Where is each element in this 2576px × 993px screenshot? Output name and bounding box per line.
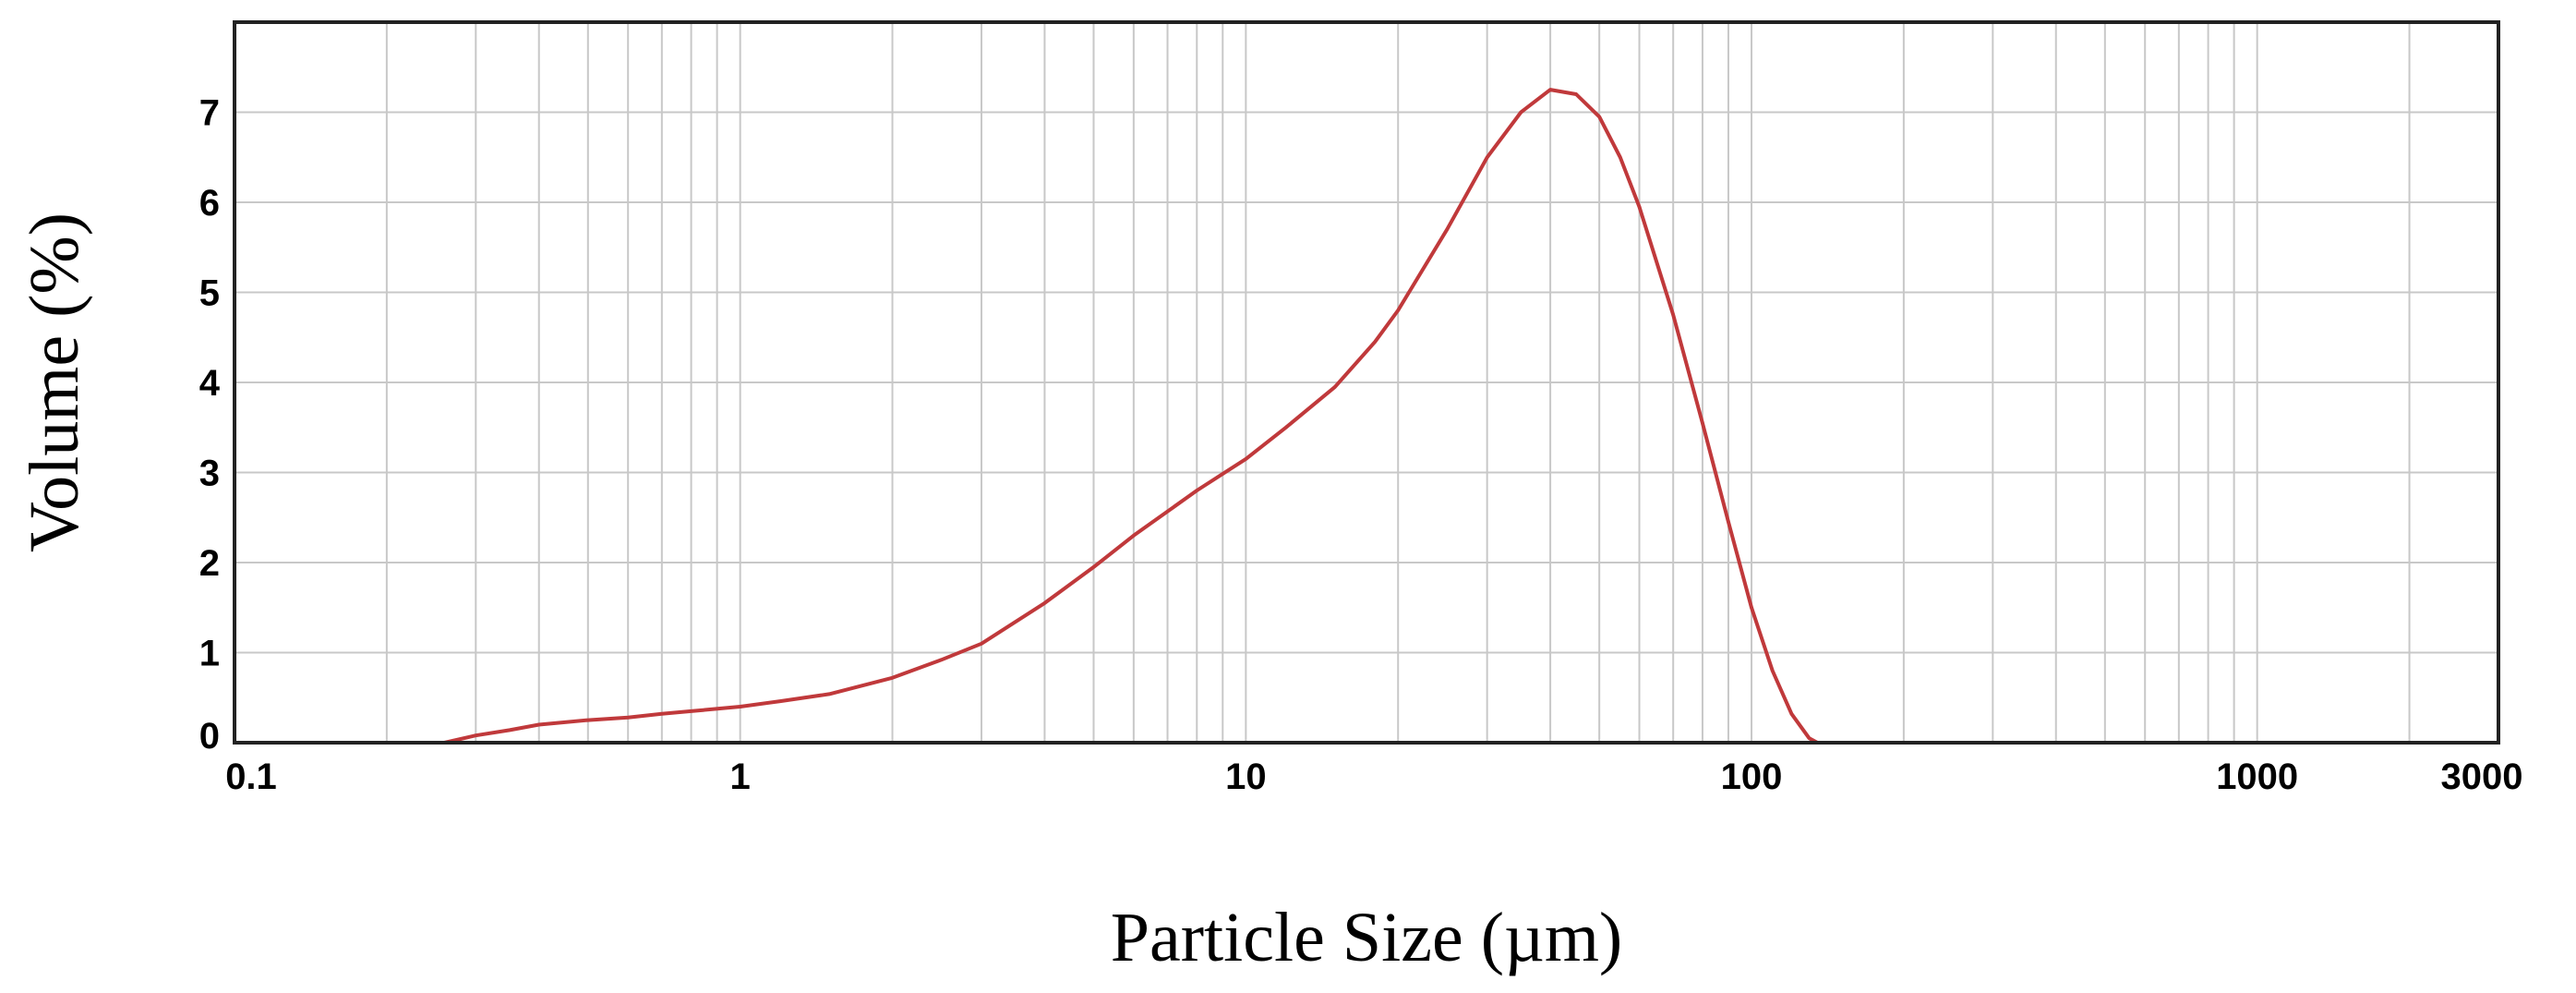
plot-frame — [233, 20, 2500, 745]
series-layer — [233, 88, 2412, 745]
y-tick-label: 4 — [199, 363, 221, 404]
grid — [235, 22, 2498, 743]
y-axis-ticks: 0 1 2 3 4 5 6 7 — [199, 93, 221, 757]
x-tick-label: 1000 — [2216, 757, 2298, 797]
x-axis-ticks: 0.1 1 10 100 1000 3000 — [225, 757, 2522, 797]
y-axis-title: Volume (%) — [16, 212, 93, 552]
y-tick-label: 0 — [199, 716, 220, 757]
y-tick-label: 5 — [199, 273, 220, 314]
x-axis-title: Particle Size (µm) — [1111, 899, 1623, 976]
x-tick-label: 3000 — [2441, 757, 2523, 797]
y-tick-label: 2 — [199, 543, 220, 584]
x-tick-label: 1 — [730, 757, 751, 797]
x-tick-label: 10 — [1225, 757, 1267, 797]
x-tick-label: 100 — [1721, 757, 1783, 797]
y-tick-label: 6 — [199, 183, 220, 224]
y-tick-label: 7 — [199, 93, 220, 134]
series-line-0 — [233, 88, 2412, 745]
y-tick-label: 1 — [199, 634, 220, 674]
y-tick-label: 3 — [199, 454, 220, 494]
x-tick-label: 0.1 — [225, 757, 277, 797]
